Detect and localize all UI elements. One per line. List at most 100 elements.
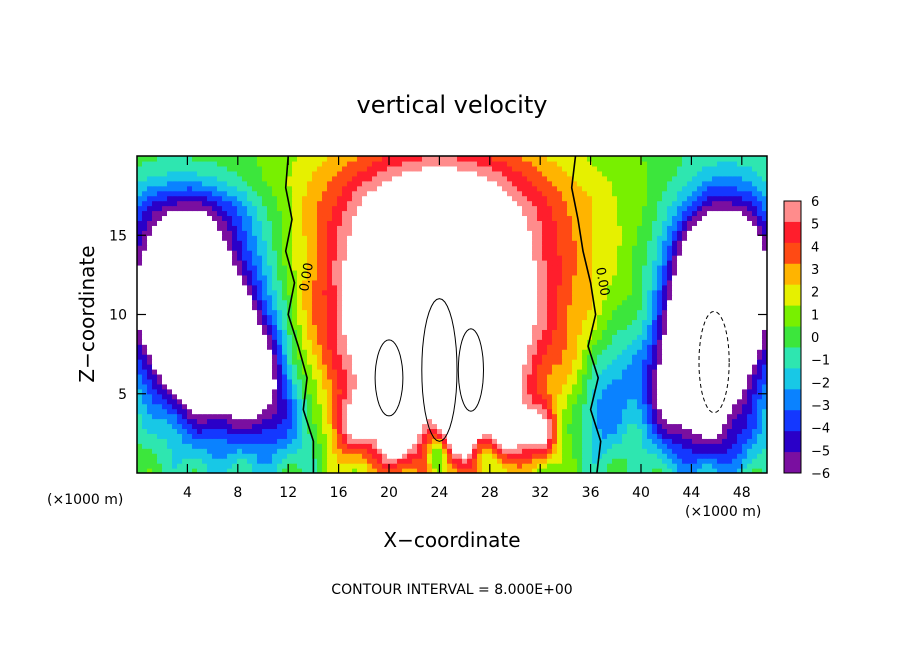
heatmap-cell	[747, 383, 753, 390]
heatmap-cell	[737, 383, 743, 390]
heatmap-cell	[177, 413, 183, 420]
heatmap-cell	[327, 433, 333, 439]
heatmap-cell	[302, 314, 308, 321]
heatmap-cell	[182, 428, 188, 434]
heatmap-cell	[337, 423, 343, 430]
heatmap-cell	[372, 319, 378, 325]
heatmap-cell	[667, 433, 673, 439]
heatmap-cell	[147, 463, 153, 469]
heatmap-cell	[322, 284, 328, 291]
heatmap-cell	[292, 438, 298, 444]
heatmap-cell	[227, 408, 233, 415]
heatmap-cell	[732, 319, 738, 325]
heatmap-cell	[342, 388, 348, 395]
heatmap-cell	[402, 329, 408, 335]
heatmap-cell	[292, 299, 298, 306]
heatmap-cell	[357, 458, 363, 464]
heatmap-cell	[447, 463, 453, 469]
heatmap-cell	[442, 304, 448, 311]
heatmap-cell	[517, 324, 523, 330]
heatmap-cell	[412, 458, 418, 464]
heatmap-cell	[527, 453, 533, 459]
heatmap-cell	[667, 329, 673, 335]
heatmap-cell	[637, 344, 643, 350]
heatmap-cell	[707, 403, 713, 410]
heatmap-cell	[562, 433, 568, 439]
heatmap-cell	[572, 413, 578, 420]
heatmap-cell	[472, 443, 478, 449]
heatmap-cell	[637, 279, 643, 286]
heatmap-cell	[262, 428, 268, 434]
heatmap-cell	[732, 284, 738, 291]
heatmap-cell	[357, 349, 363, 355]
heatmap-cell	[737, 299, 743, 306]
heatmap-cell	[252, 413, 258, 420]
heatmap-cell	[472, 344, 478, 350]
heatmap-cell	[222, 339, 228, 345]
heatmap-cell	[362, 324, 368, 330]
heatmap-cell	[367, 309, 373, 316]
heatmap-cell	[307, 378, 313, 385]
heatmap-cell	[407, 408, 413, 415]
heatmap-cell	[177, 334, 183, 340]
heatmap-cell	[727, 289, 733, 296]
heatmap-cell	[217, 393, 223, 400]
heatmap-cell	[337, 284, 343, 291]
heatmap-cell	[242, 458, 248, 464]
heatmap-cell	[397, 458, 403, 464]
heatmap-cell	[462, 468, 468, 473]
heatmap-cell	[547, 418, 553, 425]
heatmap-cell	[732, 324, 738, 330]
heatmap-cell	[557, 378, 563, 385]
heatmap-cell	[707, 393, 713, 400]
heatmap-cell	[527, 339, 533, 345]
heatmap-cell	[337, 304, 343, 311]
heatmap-cell	[512, 309, 518, 316]
heatmap-cell	[422, 373, 428, 380]
heatmap-cell	[372, 344, 378, 350]
heatmap-cell	[547, 294, 553, 301]
heatmap-cell	[327, 279, 333, 286]
heatmap-cell	[342, 304, 348, 311]
heatmap-cell	[702, 408, 708, 415]
heatmap-cell	[652, 413, 658, 420]
heatmap-cell	[367, 304, 373, 311]
heatmap-cell	[297, 443, 303, 449]
heatmap-cell	[152, 448, 158, 454]
heatmap-cell	[602, 309, 608, 316]
heatmap-cell	[547, 304, 553, 311]
heatmap-cell	[427, 279, 433, 286]
heatmap-cell	[622, 329, 628, 335]
heatmap-cell	[707, 359, 713, 365]
heatmap-cell	[387, 438, 393, 444]
heatmap-cell	[757, 368, 763, 375]
heatmap-cell	[717, 368, 723, 375]
heatmap-cell	[192, 354, 198, 360]
heatmap-cell	[227, 329, 233, 335]
heatmap-cell	[442, 289, 448, 296]
heatmap-cell	[282, 334, 288, 340]
heatmap-cell	[742, 324, 748, 330]
heatmap-cell	[397, 438, 403, 444]
heatmap-cell	[152, 359, 158, 365]
heatmap-cell	[472, 388, 478, 395]
heatmap-cell	[277, 364, 283, 370]
heatmap-cell	[162, 403, 168, 410]
heatmap-cell	[322, 378, 328, 385]
heatmap-cell	[362, 344, 368, 350]
heatmap-cell	[447, 453, 453, 459]
heatmap-cell	[732, 294, 738, 301]
heatmap-cell	[482, 378, 488, 385]
heatmap-cell	[672, 329, 678, 335]
heatmap-cell	[737, 354, 743, 360]
heatmap-cell	[327, 359, 333, 365]
heatmap-cell	[657, 354, 663, 360]
heatmap-cell	[762, 309, 767, 316]
heatmap-cell	[427, 418, 433, 425]
heatmap-cell	[572, 463, 578, 469]
heatmap-cell	[717, 304, 723, 311]
heatmap-cell	[242, 398, 248, 405]
heatmap-cell	[382, 274, 388, 281]
heatmap-cell	[332, 334, 338, 340]
heatmap-cell	[512, 324, 518, 330]
